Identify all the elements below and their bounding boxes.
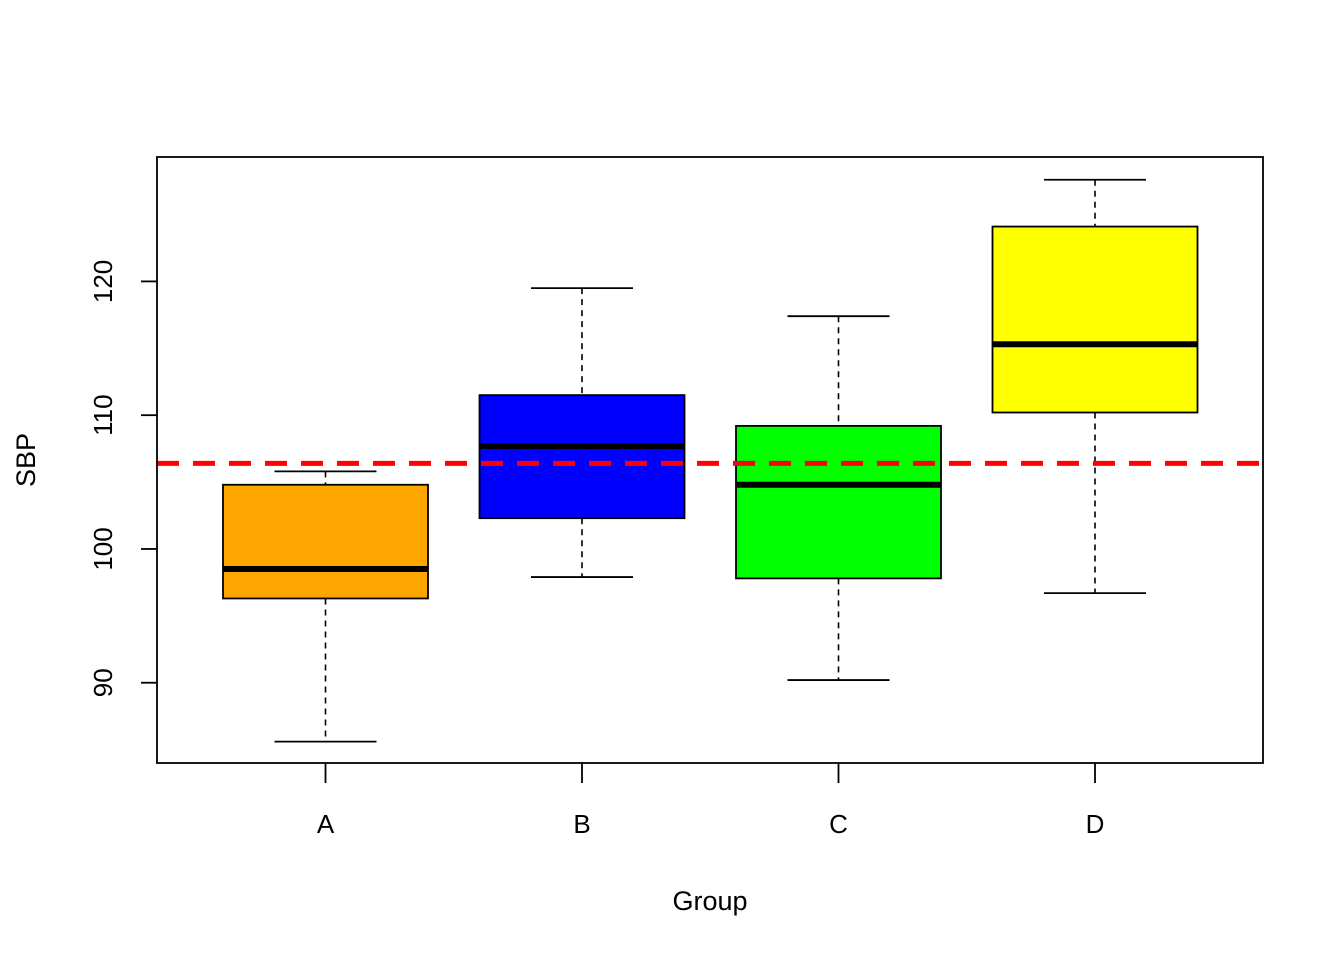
box-group-d [991, 178, 1199, 595]
y-axis-title: SBP [11, 433, 41, 487]
box-group-a [222, 470, 429, 743]
box-a [222, 483, 429, 600]
plot-frame [156, 156, 1264, 764]
plot-area [157, 178, 1263, 743]
x-axis-title: Group [672, 886, 747, 916]
x-tick-label-c: C [829, 809, 848, 839]
box-c [735, 424, 942, 580]
box-group-b [478, 287, 686, 578]
x-tick-label-a: A [317, 809, 335, 839]
axes: 90 100 110 120 A B C D [88, 156, 1264, 839]
box-b [478, 394, 686, 520]
y-tick-label-110: 110 [88, 394, 118, 435]
box-group-c [735, 315, 942, 681]
y-tick-label-100: 100 [88, 527, 118, 570]
x-tick-label-b: B [573, 809, 590, 839]
y-tick-label-120: 120 [88, 260, 118, 303]
x-tick-label-d: D [1086, 809, 1105, 839]
y-tick-label-90: 90 [88, 668, 118, 697]
box-d [991, 225, 1199, 414]
